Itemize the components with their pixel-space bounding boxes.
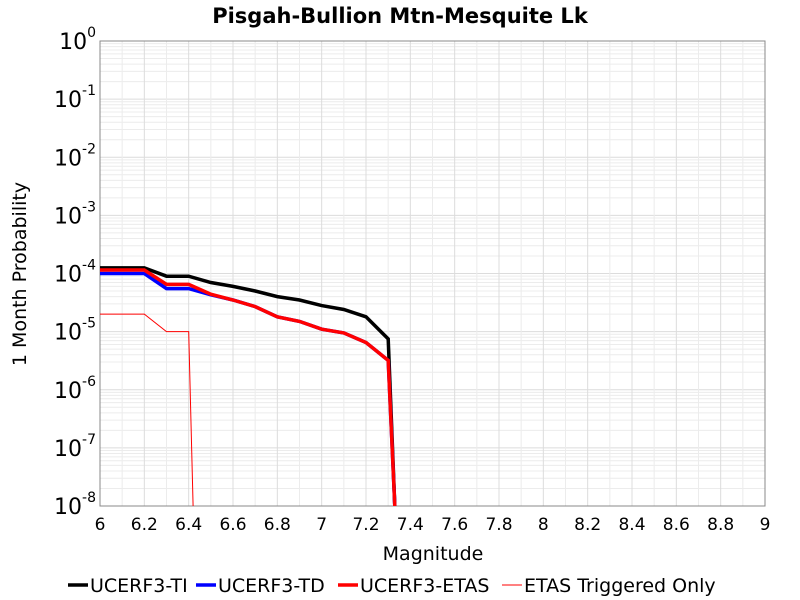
x-tick-label: 7	[316, 515, 327, 535]
y-axis-label: 1 Month Probability	[9, 182, 31, 366]
y-tick-label: 10-6	[54, 374, 96, 404]
y-tick-label: 10-3	[54, 199, 96, 229]
x-tick-label: 6.8	[264, 515, 291, 535]
x-tick-label: 6.2	[131, 515, 158, 535]
x-axis-label: Magnitude	[383, 543, 484, 565]
x-tick-label: 8.2	[574, 515, 601, 535]
y-tick-label: 10-5	[54, 316, 96, 346]
legend-label: ETAS Triggered Only	[524, 575, 716, 597]
y-tick-label: 100	[59, 25, 96, 55]
y-tick-label: 10-2	[54, 141, 96, 171]
x-tick-label: 7.8	[485, 515, 512, 535]
series-layer	[100, 266, 397, 506]
legend-label: UCERF3-ETAS	[360, 575, 489, 597]
x-tick-label: 8.8	[707, 515, 734, 535]
x-tick-label: 7.6	[441, 515, 468, 535]
y-tick-label: 10-4	[54, 258, 96, 288]
y-axis-ticks: 100 10-1 10-2 10-3 10-4 10-5 10-6 10-7 10-8	[54, 25, 96, 520]
x-tick-label: 8.4	[618, 515, 645, 535]
y-tick-label: 10-7	[54, 432, 96, 462]
legend-label: UCERF3-TD	[218, 575, 325, 597]
x-tick-label: 6	[95, 515, 106, 535]
x-tick-label: 7.2	[352, 515, 379, 535]
x-tick-label: 9	[760, 515, 771, 535]
series-line-ucerf3-ti	[100, 266, 397, 506]
legend-label: UCERF3-TI	[90, 575, 188, 597]
series-line-ucerf3-etas	[100, 268, 397, 506]
y-tick-label: 10-1	[54, 83, 96, 113]
y-tick-label: 10-8	[54, 490, 96, 520]
chart-title: Pisgah-Bullion Mtn-Mesquite Lk	[212, 4, 589, 28]
x-tick-label: 8.6	[663, 515, 690, 535]
x-tick-label: 8	[538, 515, 549, 535]
x-tick-label: 7.4	[397, 515, 424, 535]
x-axis-ticks: 6 6.2 6.4 6.6 6.8 7 7.2 7.4 7.6 7.8 8 8.2 8.4 8.6 8.8 9	[95, 515, 771, 535]
x-tick-label: 6.4	[175, 515, 202, 535]
x-tick-label: 6.6	[219, 515, 246, 535]
legend: UCERF3-TI UCERF3-TD UCERF3-ETAS ETAS Trigge…	[68, 575, 716, 597]
grid	[99, 41, 766, 507]
series-line-etas-triggered-only	[100, 313, 194, 506]
